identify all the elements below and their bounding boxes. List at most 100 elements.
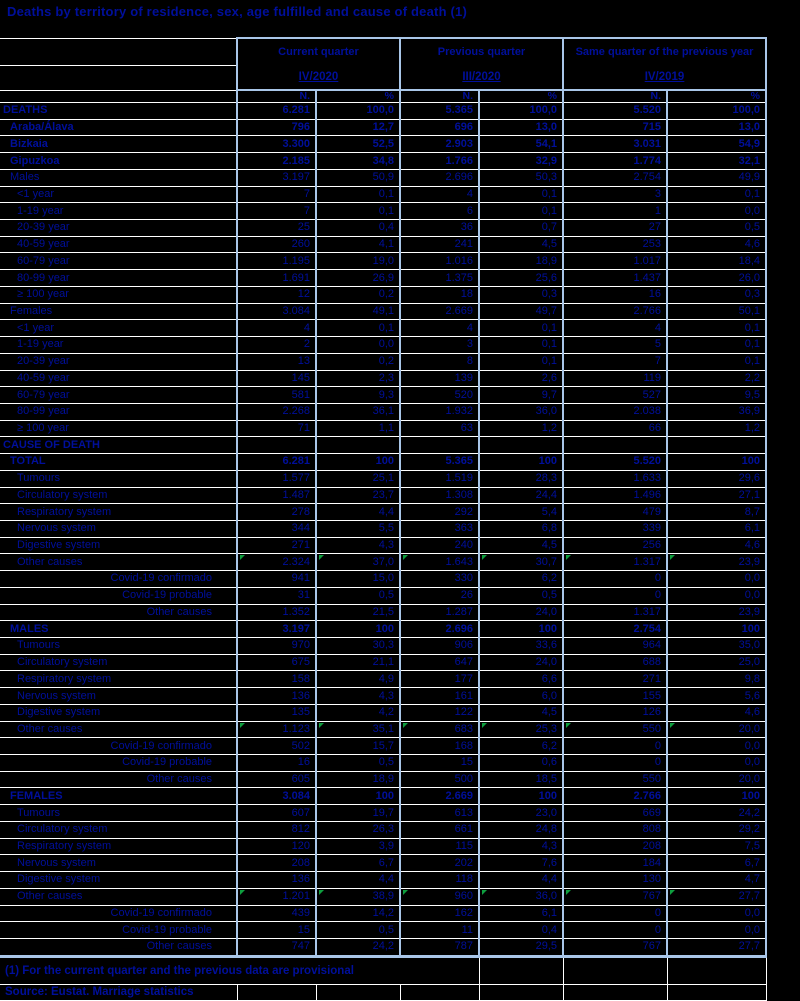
- n-value-cell: 4: [399, 185, 479, 203]
- table-row: FEMALES 3.084 100 2.669 100 2.766 100: [0, 787, 768, 805]
- n-value-cell: 71: [236, 419, 316, 437]
- pct-value-cell: 18,9: [477, 252, 564, 270]
- n-value-cell: 1.633: [562, 469, 668, 488]
- n-value-cell: 1.201: [236, 887, 316, 905]
- pct-value-cell: 6,0: [477, 687, 564, 705]
- cell-text: 0,2: [378, 288, 394, 301]
- cell-text: 50,9: [372, 171, 394, 184]
- n-value-cell: [562, 436, 668, 454]
- n-value-cell: 4: [236, 319, 316, 337]
- cell-text: 0,2: [378, 355, 394, 368]
- cell-text: 54,1: [535, 137, 558, 150]
- cell-text: 162: [454, 906, 473, 919]
- cell-text: 4,1: [378, 238, 394, 251]
- row-label: Respiratory system: [0, 670, 237, 688]
- cell-text: 100: [741, 789, 761, 802]
- row-label: Araba/Álava: [0, 118, 237, 136]
- n-value-cell: 208: [562, 837, 668, 855]
- n-value-cell: 256: [562, 536, 668, 554]
- cell-text: 8,7: [744, 505, 761, 518]
- cell-text: 520: [454, 388, 473, 401]
- n-value-cell: 363: [399, 519, 479, 538]
- cell-text: 18,9: [535, 254, 558, 267]
- subcol-n-header: N.: [562, 90, 668, 103]
- cell-text: 4,6: [744, 238, 761, 251]
- cell-text: 0,0: [378, 338, 394, 351]
- cell-text: 747: [291, 940, 310, 953]
- row-label: Other causes: [0, 770, 237, 788]
- source-text: Source: Eustat. Marriage statistics: [0, 983, 237, 1001]
- cell-text: 808: [642, 823, 662, 836]
- n-value-cell: 26: [399, 586, 479, 605]
- n-value-cell: 6.281: [236, 453, 316, 471]
- pct-value-cell: 7,5: [666, 837, 768, 855]
- cell-text: 0,5: [541, 589, 558, 602]
- provisional-flag-icon: [482, 555, 487, 561]
- n-value-cell: 12: [236, 285, 316, 304]
- cell-text: 3,9: [378, 839, 394, 852]
- n-value-cell: 5.365: [399, 102, 479, 120]
- cell-text: 145: [291, 371, 310, 384]
- pct-value-cell: 100: [315, 453, 400, 471]
- cell-text: 4,6: [744, 706, 761, 719]
- table-row: 1-19 year 2 0,0 3 0,1 5 0,1: [0, 336, 768, 354]
- n-value-cell: 292: [399, 503, 479, 521]
- cell-text: 13,0: [535, 121, 558, 134]
- n-value-cell: 2.696: [399, 620, 479, 638]
- pct-value-cell: 100: [666, 453, 768, 471]
- pct-value-cell: 6,1: [666, 519, 768, 538]
- cell-text: 6,6: [541, 672, 558, 685]
- cell-text: 2.766: [633, 789, 662, 802]
- period-link[interactable]: III/2020: [462, 71, 501, 83]
- row-label: Circulatory system: [0, 653, 237, 671]
- n-value-cell: 808: [562, 820, 668, 839]
- pct-value-cell: 23,9: [666, 603, 768, 621]
- n-value-cell: 11: [399, 921, 479, 939]
- period-link[interactable]: IV/2019: [644, 71, 685, 83]
- n-value-cell: 787: [399, 937, 479, 958]
- period-link[interactable]: IV/2020: [298, 71, 339, 83]
- cell-text: 3.300: [282, 137, 310, 150]
- cell-text: 6,7: [378, 856, 394, 869]
- cell-text: 2.185: [282, 154, 310, 167]
- pct-value-cell: 24,0: [477, 603, 564, 621]
- cell-text: 11: [461, 923, 473, 936]
- cell-text: 683: [454, 722, 473, 735]
- n-value-cell: 161: [399, 687, 479, 705]
- n-value-cell: 3.084: [236, 787, 316, 805]
- provisional-flag-icon: [240, 555, 245, 561]
- n-value-cell: 550: [562, 770, 668, 788]
- pct-value-cell: 0,4: [315, 219, 400, 237]
- n-value-cell: 941: [236, 570, 316, 588]
- pct-value-cell: 18,5: [477, 770, 564, 788]
- cell-text: 4,3: [378, 539, 394, 552]
- n-value-cell: 581: [236, 386, 316, 404]
- n-value-cell: 63: [399, 419, 479, 437]
- cell-text: 767: [642, 890, 662, 903]
- n-value-cell: 605: [236, 770, 316, 788]
- cell-text: 339: [642, 522, 662, 535]
- cell-text: 0,0: [744, 204, 761, 217]
- cell-text: 1.487: [282, 488, 310, 501]
- pct-value-cell: 18,9: [315, 770, 400, 788]
- cell-text: 20,0: [738, 722, 761, 735]
- cell-text: 550: [642, 773, 662, 786]
- cell-text: 256: [642, 539, 662, 552]
- cell-text: 36: [460, 221, 473, 234]
- cell-text: 1.932: [445, 405, 473, 418]
- row-label: 1-19 year: [0, 202, 237, 220]
- cell-text: 344: [291, 522, 310, 535]
- pct-value-cell: 24,8: [477, 820, 564, 839]
- row-label: Circulatory system: [0, 486, 237, 504]
- cell-text: 1.016: [445, 254, 473, 267]
- n-value-cell: 271: [236, 536, 316, 554]
- n-value-cell: 479: [562, 503, 668, 521]
- pct-value-cell: 13,0: [666, 118, 768, 136]
- pct-value-cell: 21,1: [315, 653, 400, 671]
- n-value-cell: 5.365: [399, 453, 479, 471]
- cell-text: 1.577: [282, 472, 310, 485]
- cell-text: 964: [642, 639, 662, 652]
- pct-value-cell: 49,9: [666, 168, 768, 187]
- pct-value-cell: 15,7: [315, 737, 400, 755]
- pct-value-cell: 0,1: [666, 336, 768, 354]
